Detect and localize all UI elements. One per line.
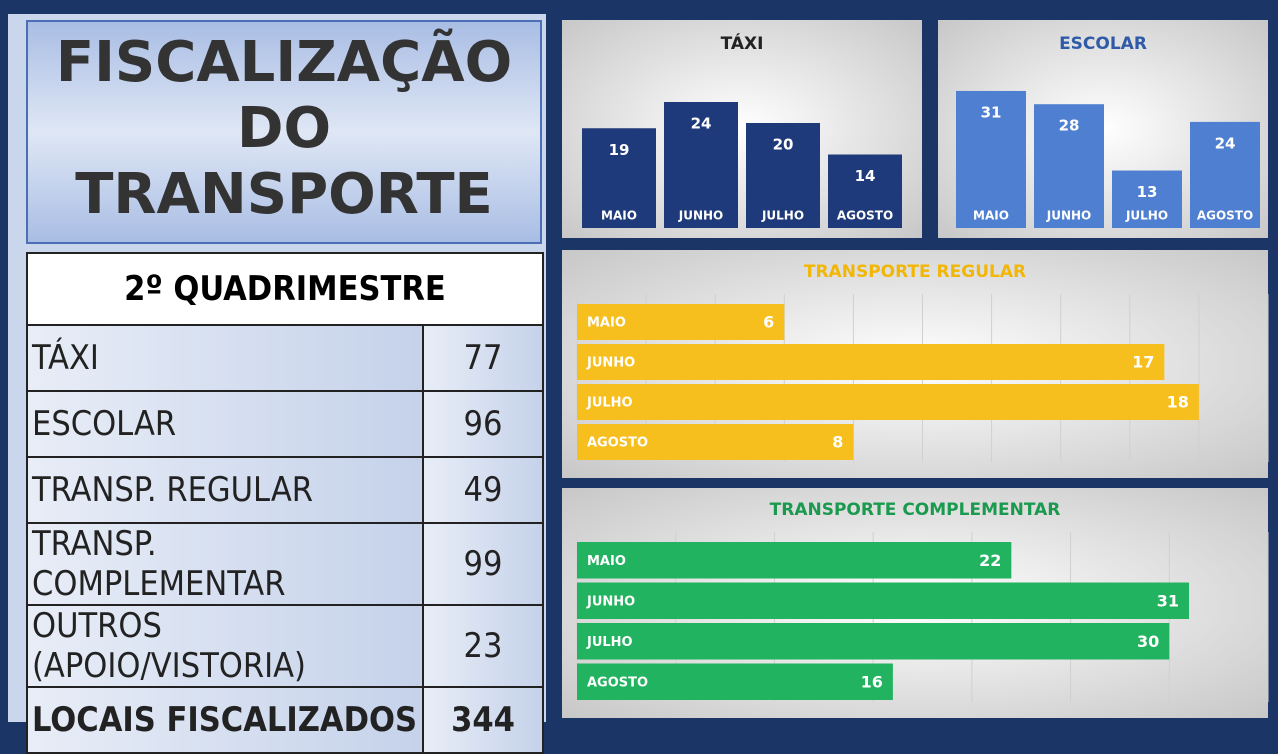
table-row: TÁXI 77 [26, 324, 544, 392]
category-label: AGOSTO [587, 675, 648, 690]
row-label: ESCOLAR [26, 390, 424, 458]
table-row: TRANSP. REGULAR 49 [26, 456, 544, 524]
category-label: JUNHO [586, 594, 635, 609]
value-label: 30 [1137, 632, 1159, 651]
bar [577, 623, 1170, 660]
bar [664, 102, 738, 228]
title-line: FISCALIZAÇÃO [55, 30, 513, 95]
value-label: 19 [609, 141, 630, 159]
chart-title: ESCOLAR [1059, 34, 1147, 54]
category-label: JULHO [761, 209, 804, 223]
bar [577, 424, 854, 460]
row-value: 96 [422, 390, 544, 458]
category-label: JULHO [1125, 209, 1168, 223]
category-label: MAIO [587, 316, 626, 331]
charts: TÁXI 19 MAIO 24 JUNHO 20 JULHO 14 AGOSTO ESCOLAR 3… [562, 20, 1269, 718]
value-label: 24 [1215, 134, 1236, 152]
value-label: 22 [979, 551, 1001, 570]
value-label: 20 [773, 136, 794, 154]
table-title: 2º QUADRIMESTRE [26, 252, 544, 326]
title-line: DO [236, 96, 332, 161]
category-label: AGOSTO [837, 209, 893, 223]
bar [577, 344, 1165, 380]
table-header-row: 2º QUADRIMESTRE [26, 252, 544, 326]
chart-title: TÁXI [721, 32, 764, 54]
value-label: 13 [1137, 183, 1158, 201]
category-label: MAIO [587, 554, 626, 569]
bar [577, 304, 785, 340]
bar [956, 90, 1026, 229]
category-label: JUNHO [586, 356, 635, 371]
category-label: JUNHO [1046, 209, 1092, 223]
row-value: 99 [422, 522, 544, 606]
bar [1190, 121, 1260, 228]
value-label: 31 [1157, 591, 1179, 610]
chart-title: TRANSPORTE COMPLEMENTAR [770, 500, 1061, 520]
row-label: TRANSP. REGULAR [26, 456, 424, 524]
bar [1034, 104, 1104, 228]
value-label: 6 [763, 313, 774, 332]
header: FISCALIZAÇÃO DO TRANSPORTE [26, 20, 542, 244]
bar [746, 123, 820, 228]
value-label: 18 [1167, 393, 1189, 412]
value-label: 31 [981, 103, 1002, 121]
category-label: AGOSTO [587, 436, 648, 451]
value-label: 16 [861, 672, 883, 691]
row-label: TRANSP. COMPLEMENTAR [26, 522, 424, 606]
row-value: 49 [422, 456, 544, 524]
bar [577, 542, 1012, 579]
bar [1112, 170, 1182, 228]
value-label: 28 [1059, 117, 1080, 135]
value-label: 24 [691, 115, 712, 133]
category-label: MAIO [973, 209, 1009, 223]
category-label: JUNHO [678, 209, 724, 223]
category-label: MAIO [601, 209, 637, 223]
category-label: JULHO [586, 635, 633, 650]
chart-title: TRANSPORTE REGULAR [804, 262, 1026, 282]
category-label: AGOSTO [1197, 209, 1253, 223]
bar [577, 582, 1190, 619]
row-value: 77 [422, 324, 544, 392]
table-row: ESCOLAR 96 [26, 390, 544, 458]
row-label: TÁXI [26, 324, 424, 392]
category-label: JULHO [586, 396, 633, 411]
row-label: OUTROS (APOIO/VISTORIA) [26, 604, 424, 688]
page: FISCALIZAÇÃO DO TRANSPORTE 2º QUADRIMEST… [8, 14, 1269, 754]
value-label: 8 [832, 433, 843, 452]
bar [582, 128, 656, 228]
value-label: 17 [1132, 353, 1154, 372]
table-row: TRANSP. COMPLEMENTAR 99 [26, 522, 544, 606]
title-line: TRANSPORTE [75, 162, 493, 227]
bar [828, 154, 902, 228]
bar [577, 663, 893, 700]
row-value: 23 [422, 604, 544, 688]
bar [577, 384, 1199, 420]
value-label: 14 [855, 167, 876, 185]
table-row: OUTROS (APOIO/VISTORIA) 23 [26, 604, 544, 688]
